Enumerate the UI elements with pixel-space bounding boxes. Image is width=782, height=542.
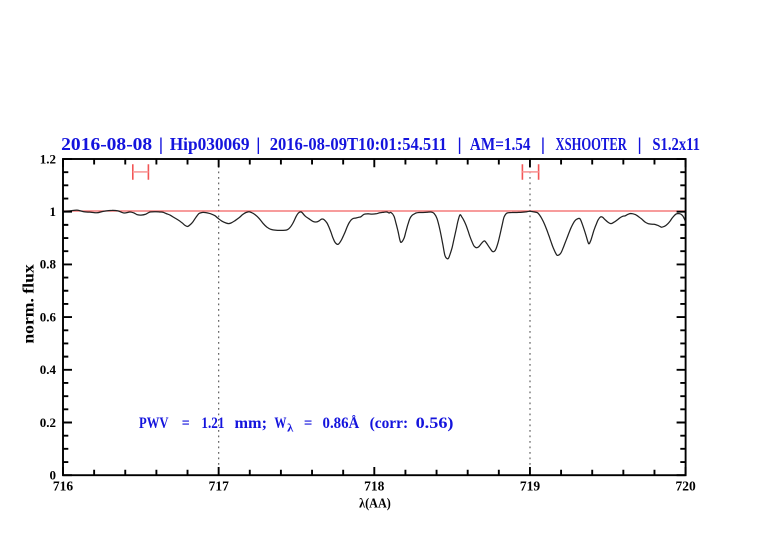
svg-text:2016-08-08: 2016-08-08 <box>61 134 152 154</box>
svg-text:AM=1.54: AM=1.54 <box>470 134 531 154</box>
svg-text:716: 716 <box>53 479 74 494</box>
svg-text:|: | <box>159 134 163 154</box>
svg-text:0.4: 0.4 <box>40 362 57 377</box>
svg-text:719: 719 <box>520 479 541 494</box>
svg-text:=: = <box>182 415 190 432</box>
svg-text:XSHOOTER: XSHOOTER <box>556 134 628 154</box>
svg-text:1.2: 1.2 <box>40 151 56 166</box>
svg-text:mm;: mm; <box>235 415 268 432</box>
svg-text:1.21: 1.21 <box>201 415 224 432</box>
svg-text:λ: λ <box>287 423 294 435</box>
svg-text:|: | <box>541 134 545 154</box>
svg-text:(corr:: (corr: <box>370 415 409 432</box>
svg-text:norm. flux: norm. flux <box>21 264 38 344</box>
svg-text:717: 717 <box>209 479 230 494</box>
svg-text:0.86Å: 0.86Å <box>323 415 361 432</box>
svg-text:0.8: 0.8 <box>40 257 57 272</box>
svg-text:=: = <box>304 415 313 432</box>
svg-text:Hip030069: Hip030069 <box>170 134 250 154</box>
svg-text:1: 1 <box>50 204 57 219</box>
svg-text:|: | <box>256 134 260 154</box>
svg-text:718: 718 <box>364 479 385 494</box>
svg-text:λ(AA): λ(AA) <box>359 497 391 512</box>
svg-text:720: 720 <box>675 479 696 494</box>
svg-text:PWV: PWV <box>139 415 169 432</box>
svg-text:2016-08-09T10:01:54.511: 2016-08-09T10:01:54.511 <box>270 134 447 154</box>
svg-text:0: 0 <box>50 468 57 483</box>
svg-text:|: | <box>637 134 641 154</box>
svg-text:|: | <box>457 134 461 154</box>
svg-text:0.6: 0.6 <box>40 309 57 324</box>
svg-text:0.56): 0.56) <box>416 415 454 432</box>
svg-text:0.2: 0.2 <box>40 415 56 430</box>
svg-text:W: W <box>274 415 286 432</box>
svg-text:S1.2x11: S1.2x11 <box>652 134 700 154</box>
